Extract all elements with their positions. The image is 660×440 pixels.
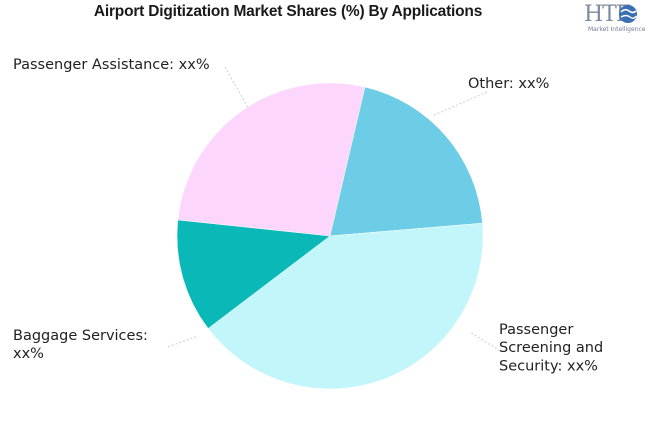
- chart-title: Airport Digitization Market Shares (%) B…: [93, 3, 483, 20]
- pie-slice-3: [207, 222, 484, 390]
- leader-line-2: [469, 331, 501, 352]
- globe-icon: [619, 5, 637, 23]
- slice-label-4: Passenger Assistance: xx%: [13, 57, 210, 73]
- leader-line-1: [431, 91, 488, 117]
- pie-slice-2: [329, 86, 483, 237]
- pie-slice-4: [176, 219, 331, 329]
- logo-subtext: Market Intelligence: [588, 26, 646, 33]
- slice-label-2: Passenger Screening and Security: xx%: [499, 322, 603, 374]
- leader-line-3: [167, 335, 199, 348]
- slice-label-1: Other: xx%: [468, 76, 549, 92]
- htf-logo: HTF Market Intelligence: [580, 2, 656, 36]
- leader-line-4: [224, 66, 249, 109]
- pie-slice-1: [177, 82, 366, 237]
- slice-label-3: Baggage Services: xx%: [13, 328, 148, 362]
